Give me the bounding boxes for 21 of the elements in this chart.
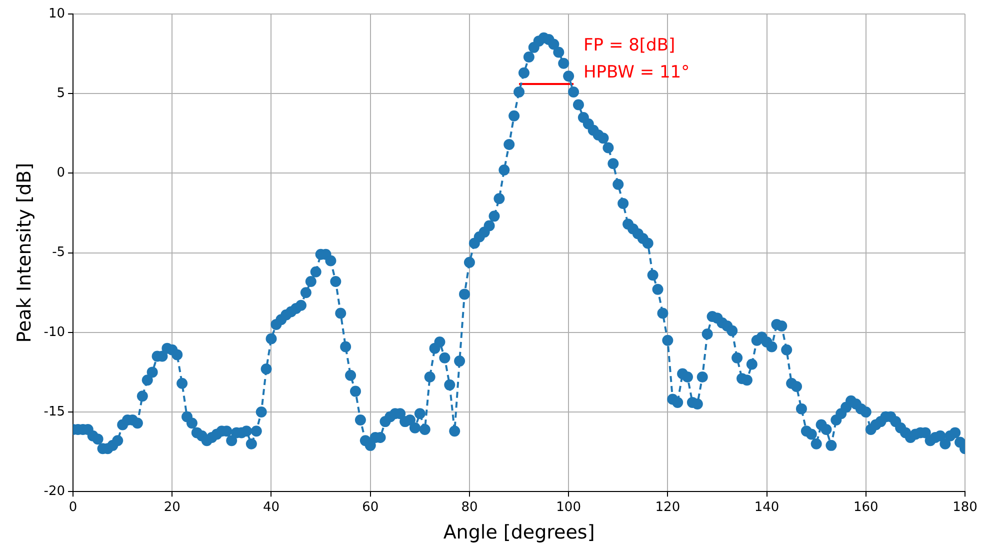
x-axis-title: Angle [degrees] xyxy=(443,522,595,544)
x-tick-label: 180 xyxy=(952,500,978,515)
x-tick-label: 160 xyxy=(853,500,878,515)
y-tick-label: -5 xyxy=(52,245,66,260)
x-tick-label: 100 xyxy=(556,500,581,515)
x-tick-label: 40 xyxy=(262,500,280,515)
x-tick-label: 60 xyxy=(362,500,379,515)
y-tick-label: -15 xyxy=(44,404,66,420)
annotation: HPBW = 11° xyxy=(584,62,690,82)
y-tick-label: -20 xyxy=(44,484,66,499)
y-tick-label: 0 xyxy=(56,166,66,181)
x-tick-label: 120 xyxy=(655,500,680,515)
x-tick-label: 80 xyxy=(461,500,478,515)
annotation: FP = 8[dB] xyxy=(584,35,676,56)
y-tick-label: -10 xyxy=(44,324,66,340)
y-axis-title: Peak Intensity [dB] xyxy=(13,162,36,343)
x-tick-label: 0 xyxy=(68,500,78,515)
x-tick-label: 20 xyxy=(164,500,180,515)
y-tick-label: 5 xyxy=(56,86,66,101)
y-tick-label: 10 xyxy=(48,6,66,22)
x-tick-label: 140 xyxy=(754,500,780,515)
